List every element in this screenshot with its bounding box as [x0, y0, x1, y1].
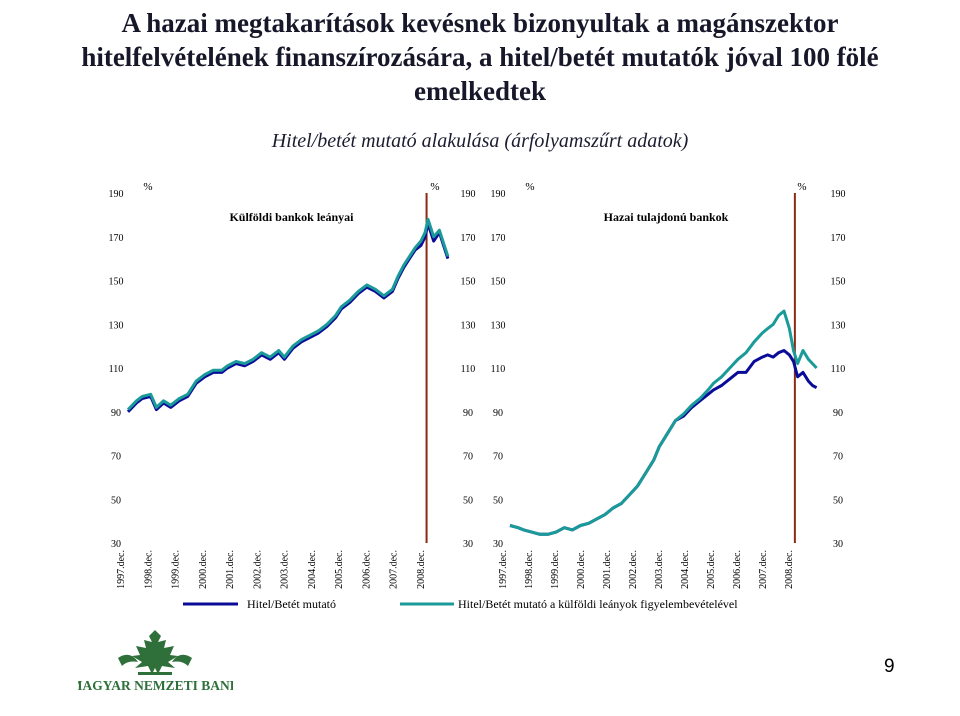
panel-2-xtick-label: 1997.dec.	[498, 550, 509, 589]
panel-2-xtick-label: 2006.dec.	[732, 550, 743, 589]
panel-2-ytick-right: 30	[833, 539, 843, 550]
panel-2-series-2-line	[509, 309, 818, 536]
panel-2-ytick-right: 90	[833, 408, 843, 419]
panel-1-ytick-right: 50	[463, 495, 473, 506]
panel-1-xtick-label: 1997.dec.	[116, 550, 127, 589]
panel-1-ytick-right: 90	[463, 408, 473, 419]
panel-2-ytick-left: 50	[493, 495, 503, 506]
title-line-3: emelkedtek	[414, 76, 546, 106]
panel-2-xtick-label: 2007.dec.	[758, 550, 769, 589]
title-line-1: A hazai megtakarítások kevésnek bizonyul…	[121, 8, 839, 38]
panel-2-ytick-left: 110	[491, 364, 506, 375]
crest-icon	[118, 630, 192, 675]
panel-1-xtick-label: 2003.dec.	[280, 550, 291, 589]
panel-2-ytick-right: 170	[831, 233, 846, 244]
panel-2-ytick-left: 170	[491, 233, 506, 244]
panel-2-ytick-right: 70	[833, 452, 843, 463]
panel-1-ytick-left: 50	[111, 495, 121, 506]
panel-2-ytick-left: 130	[491, 320, 506, 331]
panel-2-xtick-label: 2001.dec.	[602, 550, 613, 589]
panel-1-ytick-left: 170	[109, 233, 124, 244]
panel-2-xtick-label: 2003.dec.	[654, 550, 665, 589]
panel-2-ytick-right: 190	[831, 189, 846, 200]
panel-1-ytick-left: 150	[109, 277, 124, 288]
panel-1-xtick-label: 2007.dec.	[389, 550, 400, 589]
panel-1-ytick-right: 110	[461, 364, 476, 375]
panel-1-ytick-left: 90	[111, 408, 121, 419]
panel-1-ytick-left: 130	[109, 320, 124, 331]
panel-1-xtick-label: 2001.dec.	[225, 550, 236, 589]
panel-1-xtick-label: 2002.dec.	[252, 550, 263, 589]
panel-2-xtick-label: 2002.dec.	[628, 550, 639, 589]
panel-1-ytick-right: 170	[461, 233, 476, 244]
panel-1-unit-left: %	[143, 181, 152, 193]
panel-1-xtick-label: 2004.dec.	[307, 550, 318, 589]
panel-2-ytick-right: 150	[831, 277, 846, 288]
panel-1-xtick-label: 2000.dec.	[198, 550, 209, 589]
panel-2-xtick-label: 2005.dec.	[706, 550, 717, 589]
panel-1-xtick-label: 2005.dec.	[334, 550, 345, 589]
panel-1-title: Külföldi bankok leányai	[229, 210, 354, 224]
logo-text: MAGYAR NEMZETI BANK	[78, 678, 233, 693]
panel-1-ytick-left: 70	[111, 452, 121, 463]
panel-1-unit-right: %	[430, 181, 439, 193]
panel-1-xtick-label: 2006.dec.	[361, 550, 372, 589]
legend-series-1-label: Hitel/Betét mutató	[247, 597, 336, 611]
page-title: A hazai megtakarítások kevésnek bizonyul…	[0, 6, 960, 108]
page-number: 9	[884, 656, 895, 677]
panel-1-ytick-right: 130	[461, 320, 476, 331]
panel-2-unit-left: %	[525, 181, 534, 193]
panel-1-ytick-left: 110	[109, 364, 124, 375]
panel-2-ytick-right: 130	[831, 320, 846, 331]
panel-2-ytick-right: 50	[833, 495, 843, 506]
panel-2-ytick-left: 190	[491, 189, 506, 200]
panel-2-unit-right: %	[797, 181, 806, 193]
panel-2-ytick-right: 110	[831, 364, 846, 375]
panel-2-ytick-left: 90	[493, 408, 503, 419]
panel-1-ytick-right: 190	[461, 189, 476, 200]
panel-1-series-2-line	[126, 217, 450, 411]
panel-2-ytick-left: 150	[491, 277, 506, 288]
panel-1-ytick-right: 70	[463, 452, 473, 463]
legend-series-2-label: Hitel/Betét mutató a külföldi leányok fi…	[458, 597, 738, 611]
panel-2-xtick-label: 1999.dec.	[550, 550, 561, 589]
panel-2-xtick-label: 1998.dec.	[524, 550, 535, 589]
panel-1-ytick-left: 30	[111, 539, 121, 550]
panel-1-xtick-label: 1998.dec.	[143, 550, 154, 589]
panel-2-xtick-label: 2004.dec.	[680, 550, 691, 589]
panel-1-series-1-line	[126, 222, 450, 413]
panel-1-ytick-left: 190	[109, 189, 124, 200]
panel-1-ytick-right: 150	[461, 277, 476, 288]
mnb-logo: MAGYAR NEMZETI BANK	[78, 630, 233, 693]
panel-2-xtick-label: 2000.dec.	[576, 550, 587, 589]
panel-1-ytick-right: 30	[463, 539, 473, 550]
panel-2-xtick-label: 2008.dec.	[784, 550, 795, 589]
panel-2-ytick-left: 70	[493, 452, 503, 463]
title-line-2: hitelfelvételének finanszírozására, a hi…	[81, 42, 879, 72]
panel-2-ytick-left: 30	[493, 539, 503, 550]
panel-2-title: Hazai tulajdonú bankok	[604, 210, 729, 224]
panel-1-xtick-label: 2008.dec.	[416, 550, 427, 589]
panel-1-xtick-label: 1999.dec.	[171, 550, 182, 589]
chart-subtitle: Hitel/betét mutató alakulása (árfolyamsz…	[271, 130, 689, 152]
